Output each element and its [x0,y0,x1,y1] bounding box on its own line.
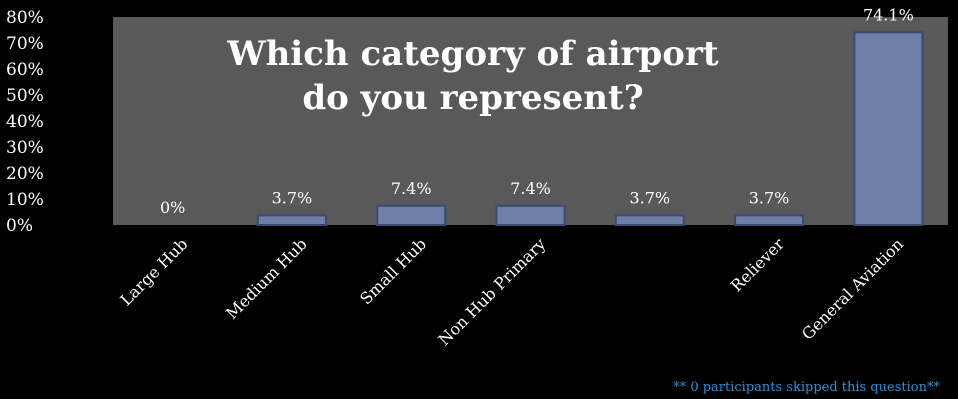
chart-title-line: do you represent? [302,78,643,118]
x-category-label: Reliever [727,234,788,295]
data-label: 3.7% [749,188,790,207]
data-label: 0% [160,198,185,217]
y-tick-label: 60% [6,60,44,80]
x-category-label: Non Hub Primary [434,234,549,349]
bar [614,214,685,227]
y-tick-label: 80% [6,8,44,28]
x-category-label: General Aviation [798,234,907,343]
bars [256,31,924,227]
skipped-footnote: ** 0 participants skipped this question*… [673,380,940,395]
y-tick-label: 0% [6,216,33,236]
chart-title-line: Which category of airport [226,34,718,74]
bar [256,214,327,227]
data-label: 3.7% [272,188,313,207]
plot-area [113,17,948,225]
y-tick-label: 40% [6,112,44,132]
x-axis-categories: Large Hub Medium Hub Small Hub Non Hub Prim… [116,234,907,349]
y-tick-label: 70% [6,34,44,54]
data-label: 7.4% [510,179,551,198]
x-category-label: Small Hub [356,234,430,308]
data-label: 3.7% [629,188,670,207]
y-axis-ticks: 0% 10% 20% 30% 40% 50% 60% 70% 80% [6,8,44,236]
x-category-label: Medium Hub [222,234,311,323]
y-tick-label: 50% [6,86,44,106]
data-label: 74.1% [863,5,914,24]
data-label: 7.4% [391,179,432,198]
y-tick-label: 30% [6,138,44,158]
bar [734,214,805,227]
data-labels: 0% 3.7% 7.4% 7.4% 3.7% 3.7% 74.1% [160,5,914,217]
y-tick-label: 20% [6,164,44,184]
bar [495,204,566,226]
bar [853,31,924,227]
y-tick-label: 10% [6,190,44,210]
x-category-label: Large Hub [116,234,191,309]
bar [376,204,447,226]
